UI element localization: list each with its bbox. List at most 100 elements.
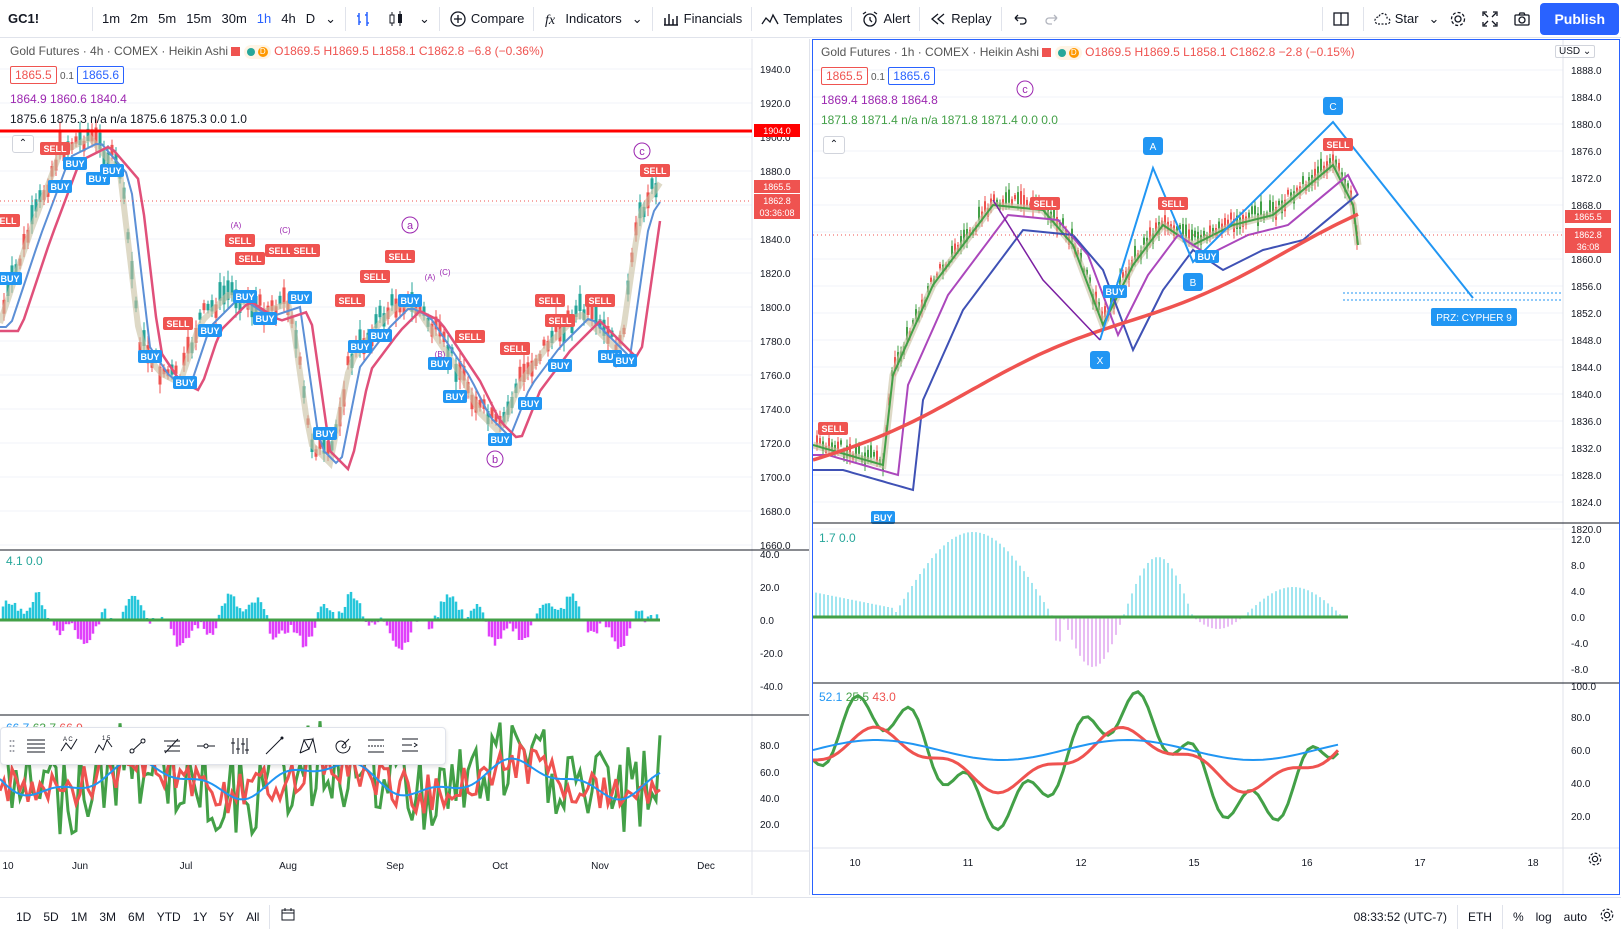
interval-1m[interactable]: 1m bbox=[102, 11, 121, 26]
fib-retracement-icon[interactable] bbox=[155, 731, 189, 761]
buy-signal-label bbox=[443, 390, 467, 403]
date-price-range-icon[interactable] bbox=[393, 731, 427, 761]
left-legend-collapse-chevron-up-icon[interactable]: ⌃ bbox=[12, 135, 34, 153]
left-bid-badge[interactable]: 1865.5 bbox=[10, 66, 57, 84]
clock-timezone[interactable]: 08:33:52 (UTC-7) bbox=[1353, 909, 1447, 924]
right-indicator-legend[interactable]: 1871.8 1871.4 n/a n/a 1871.8 1871.4 0.0 … bbox=[821, 113, 1058, 127]
right-chart-canvas[interactable]: 1888.01884.01880.01876.01872.01868.01864… bbox=[813, 40, 1619, 894]
candle-body bbox=[930, 277, 932, 283]
right-osc-legend[interactable]: 1.7 0.0 bbox=[819, 531, 856, 545]
replay-button[interactable]: Replay bbox=[924, 4, 996, 34]
layout-button[interactable] bbox=[1327, 4, 1359, 34]
range-6m[interactable]: 6M bbox=[128, 909, 145, 924]
log-scale-toggle[interactable]: log bbox=[1535, 909, 1552, 924]
fullscreen-button[interactable] bbox=[1476, 4, 1508, 34]
candle-body bbox=[258, 294, 262, 306]
interval-30m[interactable]: 30m bbox=[221, 11, 247, 26]
undo-button[interactable] bbox=[1006, 4, 1038, 34]
interval-5m[interactable]: 5m bbox=[158, 11, 177, 26]
range-5d[interactable]: 5D bbox=[43, 909, 59, 924]
bottom-settings-gear-icon[interactable] bbox=[1593, 907, 1621, 926]
percent-scale-toggle[interactable]: % bbox=[1512, 909, 1524, 924]
range-5y[interactable]: 5Y bbox=[219, 909, 235, 924]
currency-selector[interactable]: USD ⌄ bbox=[1555, 45, 1596, 58]
range-3m[interactable]: 3M bbox=[99, 909, 117, 924]
right-chart-legend[interactable]: Gold Futures · 1h · COMEX · Heikin Ashi … bbox=[821, 45, 1355, 60]
right-bid-badge[interactable]: 1865.5 bbox=[821, 67, 868, 85]
left-indicator-legend[interactable]: 1875.6 1875.3 n/a n/a 1875.6 1875.3 0.0 … bbox=[10, 112, 247, 126]
buy-signal-label-text: BUY bbox=[140, 352, 159, 362]
candles-icon[interactable] bbox=[382, 4, 414, 34]
auto-scale-toggle[interactable]: auto bbox=[1563, 909, 1587, 924]
left-chart-legend[interactable]: Gold Futures · 4h · COMEX · Heikin Ashi … bbox=[10, 44, 544, 59]
flag-icon[interactable] bbox=[231, 47, 241, 57]
interval-2m[interactable]: 2m bbox=[130, 11, 149, 26]
session-button[interactable]: ETH bbox=[1467, 909, 1492, 924]
snapshot-button[interactable] bbox=[1508, 4, 1540, 34]
publish-button[interactable]: Publish bbox=[1540, 2, 1619, 35]
status-dots-icon[interactable]: D bbox=[1054, 45, 1082, 60]
right-rsi-legend[interactable]: 52.1 25.5 43.0 bbox=[819, 690, 896, 704]
range-1d[interactable]: 1D bbox=[16, 909, 32, 924]
star-chevron-down-icon[interactable]: ⌄ bbox=[1428, 10, 1440, 26]
settings-button[interactable] bbox=[1444, 4, 1476, 34]
left-chart-canvas[interactable]: 1940.01920.01900.01880.01860.01840.01820… bbox=[0, 39, 810, 895]
ray-line-icon[interactable] bbox=[257, 731, 291, 761]
indicators-button[interactable]: fx Indicators bbox=[538, 4, 626, 34]
goto-date-calendar-icon[interactable] bbox=[274, 907, 302, 926]
left-osc-legend[interactable]: 4.1 0.0 bbox=[6, 554, 43, 568]
left-ask-badge[interactable]: 1865.6 bbox=[77, 66, 124, 84]
interval-dropdown-chevron-down-icon[interactable]: ⌄ bbox=[325, 10, 337, 26]
right-ask-badge[interactable]: 1865.6 bbox=[888, 67, 935, 85]
xabcd-pattern-icon[interactable] bbox=[291, 731, 325, 761]
range-ytd[interactable]: YTD bbox=[156, 909, 181, 924]
flag-icon[interactable] bbox=[1042, 48, 1052, 58]
range-1y[interactable]: 1Y bbox=[192, 909, 208, 924]
redo-button[interactable] bbox=[1038, 4, 1070, 34]
range-all[interactable]: All bbox=[246, 909, 260, 924]
right-chart-pane[interactable]: 1888.01884.01880.01876.01872.01868.01864… bbox=[812, 39, 1620, 895]
candle-body bbox=[1338, 162, 1340, 172]
left-chart-pane[interactable]: 1940.01920.01900.01880.01860.01840.01820… bbox=[0, 39, 810, 895]
star-label: Star bbox=[1394, 11, 1419, 26]
fib-spiral-icon[interactable] bbox=[325, 731, 359, 761]
templates-button[interactable]: Templates bbox=[756, 4, 847, 34]
pitchfork-icon[interactable] bbox=[223, 731, 257, 761]
right-ma-legend[interactable]: 1869.4 1868.8 1864.8 bbox=[821, 93, 938, 107]
abcd-pattern-icon[interactable]: A C bbox=[53, 731, 87, 761]
wave-sublabel: (A) bbox=[231, 221, 242, 230]
bar-style-icon[interactable] bbox=[350, 4, 382, 34]
compare-button[interactable]: Compare bbox=[444, 4, 529, 34]
rsi-blue-line bbox=[0, 757, 661, 801]
left-ma-legend[interactable]: 1864.9 1860.6 1840.4 bbox=[10, 92, 127, 106]
interval-4h[interactable]: 4h bbox=[281, 11, 296, 26]
buy-signal-label bbox=[428, 357, 452, 370]
horizontal-lines-icon[interactable] bbox=[19, 731, 53, 761]
chart-type-chevron-down-icon[interactable]: ⌄ bbox=[419, 10, 430, 26]
indicators-chevron-down-icon[interactable]: ⌄ bbox=[631, 10, 643, 26]
financials-button[interactable]: Financials bbox=[657, 4, 748, 34]
sell-signal-label bbox=[1323, 138, 1353, 151]
interval-1h[interactable]: 1h bbox=[256, 11, 272, 26]
range-1m[interactable]: 1M bbox=[70, 909, 88, 924]
pattern-point-marker bbox=[1323, 97, 1343, 115]
interval-d[interactable]: D bbox=[305, 11, 316, 26]
ema-purple-line bbox=[813, 173, 1359, 477]
drag-handle-icon[interactable] bbox=[5, 731, 19, 761]
osc-axis-label: -20.0 bbox=[760, 649, 783, 660]
candle-body bbox=[1155, 222, 1157, 232]
candle-body bbox=[1134, 245, 1136, 260]
star-button[interactable]: Star bbox=[1368, 4, 1424, 34]
status-dots-icon[interactable]: D bbox=[243, 44, 271, 59]
symbol-search-button[interactable]: GC1! bbox=[8, 11, 40, 26]
interval-15m[interactable]: 15m bbox=[186, 11, 212, 26]
alert-button[interactable]: Alert bbox=[856, 4, 915, 34]
price-range-icon[interactable] bbox=[359, 731, 393, 761]
candle-body bbox=[1185, 224, 1187, 238]
chart-settings-gear-icon[interactable] bbox=[1587, 851, 1603, 870]
elliott-wave-icon[interactable]: 1 5 bbox=[87, 731, 121, 761]
trend-line-icon[interactable] bbox=[121, 731, 155, 761]
right-legend-collapse-chevron-up-icon[interactable]: ⌃ bbox=[823, 136, 845, 154]
right-rsi-c: 43.0 bbox=[872, 690, 896, 704]
horizontal-ray-icon[interactable] bbox=[189, 731, 223, 761]
